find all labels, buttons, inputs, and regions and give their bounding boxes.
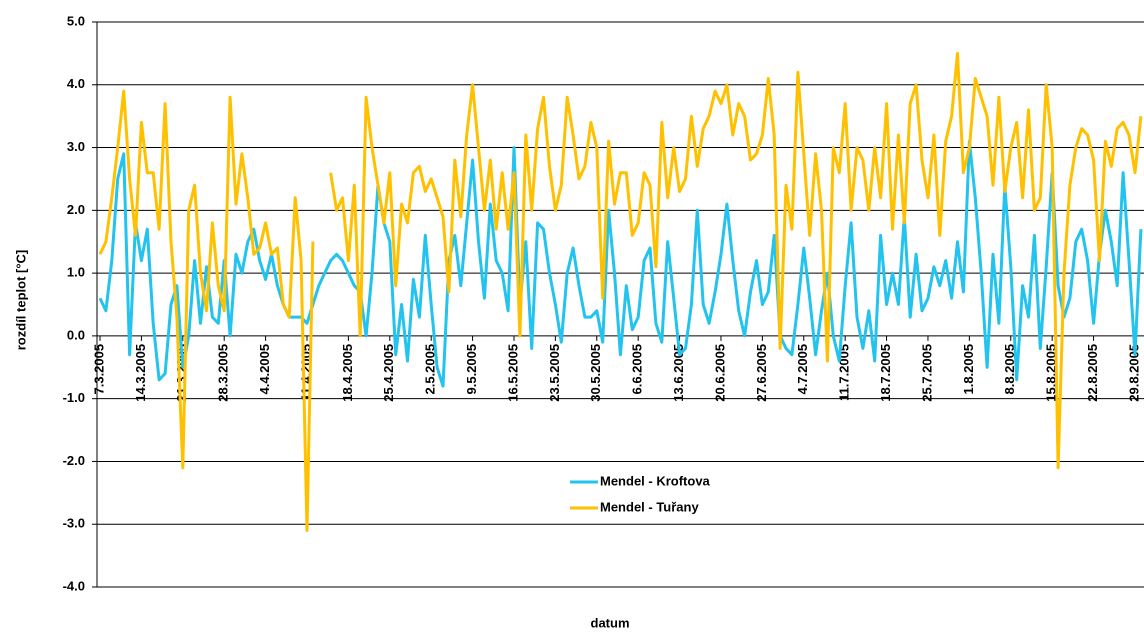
x-tick-label: 7.3.2005 — [91, 344, 106, 395]
y-tick-label: 1.0 — [67, 265, 85, 280]
y-tick-label: 0.0 — [67, 327, 85, 342]
y-tick-label: -3.0 — [63, 516, 85, 531]
y-tick-label: 2.0 — [67, 202, 85, 217]
y-tick-label: -1.0 — [63, 390, 85, 405]
x-tick-label: 25.4.2005 — [381, 344, 396, 402]
x-tick-label: 4.4.2005 — [257, 344, 272, 395]
y-axis-title: rozdíl teplot [°C] — [13, 250, 28, 351]
x-tick-label: 18.4.2005 — [340, 344, 355, 402]
y-tick-label: 4.0 — [67, 76, 85, 91]
y-tick-label: 5.0 — [67, 13, 85, 28]
x-tick-label: 8.8.2005 — [1002, 344, 1017, 395]
series-line — [98, 51, 1143, 532]
x-tick-label: 28.3.2005 — [216, 344, 231, 402]
legend-label: Mendel - Tuřany — [600, 499, 699, 514]
x-tick-label: 13.6.2005 — [671, 344, 686, 402]
x-tick-label: 22.8.2005 — [1085, 344, 1100, 402]
x-tick-label: 30.5.2005 — [588, 344, 603, 402]
x-tick-label: 4.7.2005 — [795, 344, 810, 395]
x-tick-label: 23.5.2005 — [547, 344, 562, 402]
x-tick-label: 16.5.2005 — [505, 344, 520, 402]
x-tick-label: 20.6.2005 — [712, 344, 727, 402]
x-tick-label: 27.6.2005 — [754, 344, 769, 402]
x-tick-label: 9.5.2005 — [464, 344, 479, 395]
x-tick-label: 14.3.2005 — [133, 344, 148, 402]
x-tick-label: 18.7.2005 — [878, 344, 893, 402]
x-axis-title: datum — [591, 615, 630, 630]
series-line — [98, 139, 1143, 388]
x-tick-label: 6.6.2005 — [630, 344, 645, 395]
x-tick-label: 29.8.2005 — [1126, 344, 1141, 402]
legend-label: Mendel - Kroftova — [600, 473, 711, 488]
y-tick-label: -4.0 — [63, 578, 85, 593]
x-tick-label: 25.7.2005 — [919, 344, 934, 402]
x-tick-label: 2.5.2005 — [423, 344, 438, 395]
x-tick-label: 1.8.2005 — [961, 344, 976, 395]
y-tick-label: 3.0 — [67, 139, 85, 154]
y-tick-label: -2.0 — [63, 453, 85, 468]
